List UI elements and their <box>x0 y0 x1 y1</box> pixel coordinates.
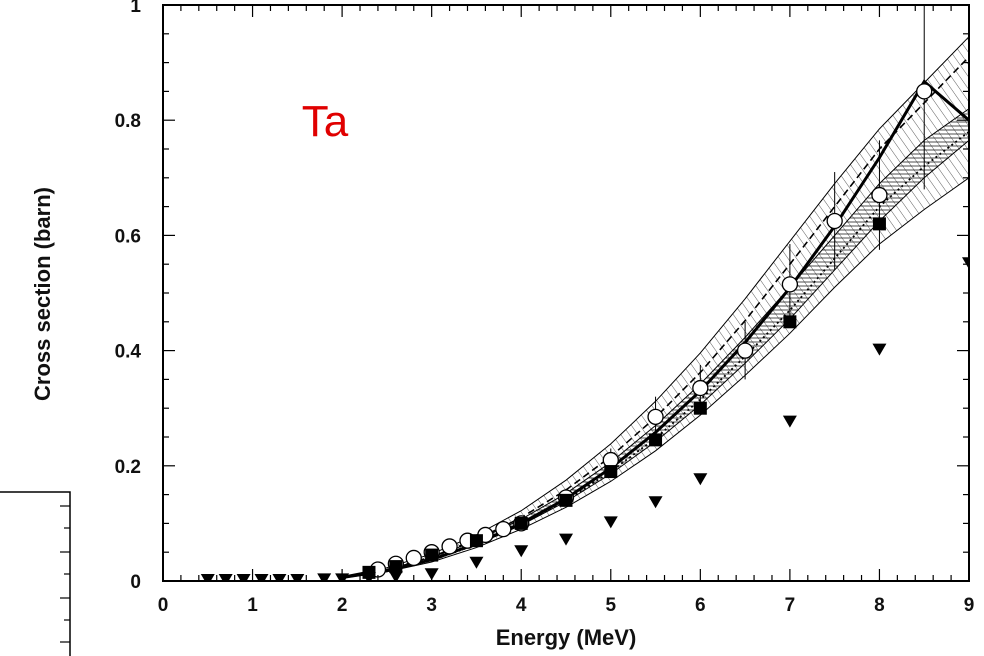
data-point-filled-square <box>389 560 403 574</box>
y-tick-label: 0.8 <box>115 111 141 132</box>
x-tick-label: 4 <box>516 595 527 616</box>
data-point-filled-triangle <box>962 257 969 270</box>
data-point-filled-triangle <box>218 574 233 581</box>
tick-labels: 0 1 2 3 4 5 6 7 8 9 0 0.2 0.4 0.6 0.8 1 <box>115 0 975 616</box>
x-axis-title: Energy (MeV) <box>496 625 637 650</box>
data-point-filled-triangle <box>559 533 573 546</box>
data-point-filled-triangle <box>290 574 305 581</box>
neighbor-plot-fragment <box>0 491 71 656</box>
data-point-open-circle <box>441 538 458 555</box>
data-point-filled-triangle <box>782 415 797 428</box>
data-point-filled-triangle <box>236 574 251 581</box>
data-point-filled-square <box>425 548 439 562</box>
data-point-filled-square <box>469 534 483 548</box>
data-point-open-circle <box>647 408 664 425</box>
x-tick-label: 9 <box>964 595 975 616</box>
plot-frame <box>162 4 970 582</box>
element-annotation: Ta <box>302 97 349 146</box>
data-point-filled-square <box>604 465 618 479</box>
data-point-open-circle <box>826 212 843 230</box>
data-point-filled-square <box>783 315 797 329</box>
x-tick-label: 0 <box>158 595 169 616</box>
data-point-filled-square <box>693 401 707 415</box>
plot-content <box>200 5 969 581</box>
data-point-filled-square <box>559 493 573 507</box>
data-point-filled-triangle <box>693 473 708 486</box>
data-point-open-circle <box>692 379 709 397</box>
x-tick-label: 7 <box>785 595 796 616</box>
data-point-open-circle <box>405 549 422 567</box>
x-tick-label: 8 <box>874 595 885 616</box>
data-point-filled-triangle <box>469 556 484 569</box>
data-point-filled-triangle <box>514 545 529 558</box>
data-point-open-circle <box>736 342 754 359</box>
y-tick-label: 0.2 <box>115 457 141 478</box>
y-tick-label: 0.6 <box>115 226 141 247</box>
data-point-filled-triangle <box>872 343 887 356</box>
data-point-filled-triangle <box>603 516 618 529</box>
x-tick-label: 5 <box>605 595 616 616</box>
data-point-filled-triangle <box>648 496 663 509</box>
x-tick-label: 1 <box>247 595 258 616</box>
data-point-filled-triangle <box>361 572 376 581</box>
uncertainty-band <box>341 35 969 579</box>
y-tick-label: 1 <box>130 0 141 17</box>
x-tick-label: 6 <box>695 595 706 616</box>
data-point-filled-triangle <box>254 574 269 581</box>
data-point-filled-square <box>872 217 886 231</box>
x-tick-label: 2 <box>337 595 348 616</box>
data-point-filled-square <box>514 516 528 530</box>
y-axis-title: Cross section (barn) <box>30 187 55 401</box>
x-tick-label: 3 <box>426 595 437 616</box>
y-tick-label: 0.4 <box>115 342 142 363</box>
data-point-open-circle <box>871 186 888 204</box>
data-point-open-circle <box>781 276 799 293</box>
data-point-filled-triangle <box>272 574 287 581</box>
y-tick-label: 0 <box>130 572 141 593</box>
data-point-filled-triangle <box>200 574 215 581</box>
data-point-open-circle <box>916 83 933 100</box>
data-point-filled-square <box>649 433 663 447</box>
data-point-open-circle <box>495 521 512 538</box>
